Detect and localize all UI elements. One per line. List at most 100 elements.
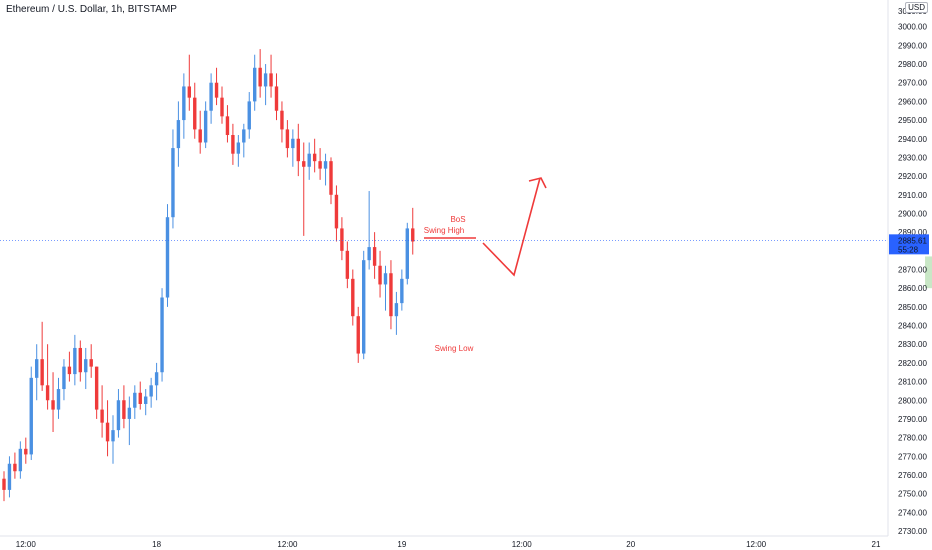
candle-body xyxy=(389,273,393,317)
candle-body xyxy=(35,359,39,378)
price-tick-label: 3000.00 xyxy=(898,23,927,32)
candle xyxy=(62,359,66,401)
candle-body xyxy=(307,153,311,167)
candle-body xyxy=(2,478,6,490)
currency-label[interactable]: USD xyxy=(905,2,928,13)
candle-body xyxy=(225,116,230,136)
candle xyxy=(291,129,295,167)
candle xyxy=(323,153,328,186)
candles xyxy=(2,49,415,502)
chart-title: Ethereum / U.S. Dollar, 1h, BITSTAMP xyxy=(6,4,177,15)
candle-body xyxy=(405,228,409,279)
candle xyxy=(269,54,273,98)
candle-body xyxy=(187,86,191,98)
candle-body xyxy=(258,67,262,87)
price-tick-label: 2770.00 xyxy=(898,452,927,461)
candle-body xyxy=(67,366,72,375)
candle-body xyxy=(209,82,213,111)
time-tick-label: 12:00 xyxy=(512,540,533,549)
candle xyxy=(318,148,322,180)
candle xyxy=(345,241,350,289)
price-axis: 2730.00 2740.00 2750.00 2760.00 2770.00 2780.… xyxy=(889,7,929,536)
candle-body xyxy=(236,142,241,154)
candle xyxy=(133,385,137,419)
candle xyxy=(389,260,393,330)
candle xyxy=(296,123,300,177)
candle xyxy=(89,344,93,378)
candle xyxy=(209,73,213,124)
candle-body xyxy=(56,389,61,410)
candle xyxy=(105,400,110,457)
buy-order-block-zone[interactable] xyxy=(925,256,932,289)
price-tick-label: 2850.00 xyxy=(898,303,927,312)
candle-body xyxy=(378,265,382,285)
candle-body xyxy=(263,73,268,87)
candle-body xyxy=(84,359,88,373)
candle xyxy=(24,437,28,464)
candle-body xyxy=(411,228,415,242)
price-tick-label: 2960.00 xyxy=(898,97,927,106)
candle xyxy=(149,377,153,408)
candle xyxy=(56,377,61,419)
price-tick-label: 2730.00 xyxy=(898,527,927,536)
candle-body xyxy=(291,138,295,149)
candle-body xyxy=(127,407,132,419)
candle xyxy=(214,67,219,106)
candle xyxy=(51,372,55,433)
projection-arrow-head xyxy=(528,177,547,189)
candle xyxy=(405,222,409,285)
time-tick-label: 18 xyxy=(152,540,161,549)
candle-body xyxy=(154,372,159,386)
candle xyxy=(351,269,355,326)
candle xyxy=(236,135,241,167)
price-tick-label: 2920.00 xyxy=(898,172,927,181)
price-tick-label: 2860.00 xyxy=(898,284,927,293)
candle-body xyxy=(193,97,197,130)
candle-body xyxy=(45,385,50,401)
candle-body xyxy=(138,392,142,404)
candle xyxy=(378,250,382,298)
candle xyxy=(122,385,126,429)
candle xyxy=(231,123,235,165)
swing-low-label: Swing Low xyxy=(435,344,474,353)
candle xyxy=(176,101,181,167)
price-tick-label: 2840.00 xyxy=(898,322,927,331)
candle xyxy=(225,105,230,143)
candle-body xyxy=(334,194,339,229)
price-tick-label: 2810.00 xyxy=(898,378,927,387)
candle xyxy=(13,452,17,479)
candle xyxy=(144,389,148,416)
price-tick-label: 2780.00 xyxy=(898,434,927,443)
candle xyxy=(329,157,333,205)
candle xyxy=(187,54,191,111)
price-tick-label: 2830.00 xyxy=(898,340,927,349)
candle-body xyxy=(73,347,77,375)
candle xyxy=(203,101,208,149)
candle-body xyxy=(345,250,350,279)
candle-body xyxy=(242,129,246,143)
candle-body xyxy=(133,392,137,408)
candle-body xyxy=(285,129,290,149)
candle xyxy=(154,362,159,401)
candle-body xyxy=(171,148,175,218)
candle xyxy=(334,185,339,242)
projection-arrow-path xyxy=(482,177,541,277)
candle xyxy=(111,415,115,464)
current-price-badge xyxy=(889,234,929,255)
candle xyxy=(67,351,72,382)
candle xyxy=(285,120,290,158)
candle-body xyxy=(302,161,306,167)
candle xyxy=(280,101,284,143)
candle xyxy=(362,250,366,360)
candle xyxy=(198,110,202,154)
candle xyxy=(182,73,186,139)
candle-body xyxy=(214,82,219,98)
price-tick-label: 2950.00 xyxy=(898,116,927,125)
candle xyxy=(78,340,82,382)
candle-body xyxy=(269,73,273,87)
time-tick-label: 20 xyxy=(626,540,635,549)
candle-body xyxy=(351,278,355,317)
candle-body xyxy=(203,110,208,143)
